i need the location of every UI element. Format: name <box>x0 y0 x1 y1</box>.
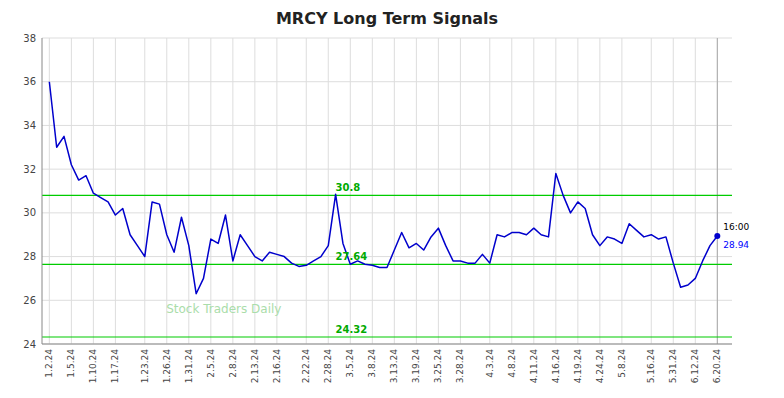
x-grid-line <box>489 38 490 344</box>
x-tick-label: 4.24.24 <box>595 349 605 384</box>
x-axis <box>42 344 732 345</box>
y-grid-line <box>42 344 732 345</box>
signal-line <box>42 264 732 265</box>
x-tick-label: 6.20.24 <box>712 349 722 384</box>
x-tick-label: 4.3.24 <box>485 349 495 378</box>
x-tick-label: 2.16.24 <box>272 349 282 384</box>
x-grid-line <box>328 38 329 344</box>
x-tick-label: 2.28.24 <box>323 349 333 384</box>
last-point-line <box>717 38 718 344</box>
x-grid-line <box>372 38 373 344</box>
y-tick-label: 24 <box>23 339 36 350</box>
x-tick-label: 1.31.24 <box>184 349 194 384</box>
x-grid-line <box>276 38 277 344</box>
x-grid-line <box>416 38 417 344</box>
y-tick-label: 30 <box>23 207 36 218</box>
x-tick-label: 5.31.24 <box>668 349 678 384</box>
x-grid-line <box>651 38 652 344</box>
y-tick-label: 36 <box>23 76 36 87</box>
y-grid-line <box>42 125 732 126</box>
x-grid-line <box>577 38 578 344</box>
x-tick-label: 2.8.24 <box>228 349 238 378</box>
x-tick-label: 1.26.24 <box>162 349 172 384</box>
x-tick-label: 2.13.24 <box>250 349 260 384</box>
x-grid-line <box>438 38 439 344</box>
x-tick-label: 3.25.24 <box>433 349 443 384</box>
x-grid-line <box>673 38 674 344</box>
x-tick-label: 3.5.24 <box>345 349 355 378</box>
x-grid-line <box>555 38 556 344</box>
x-grid-line <box>115 38 116 344</box>
y-grid-line <box>42 38 732 39</box>
x-grid-line <box>306 38 307 344</box>
x-tick-label: 4.19.24 <box>573 349 583 384</box>
x-tick-label: 5.16.24 <box>646 349 656 384</box>
x-grid-line <box>599 38 600 344</box>
x-tick-label: 4.8.24 <box>507 349 517 378</box>
x-grid-line <box>254 38 255 344</box>
x-tick-label: 1.23.24 <box>140 349 150 384</box>
x-tick-label: 3.8.24 <box>367 349 377 378</box>
x-tick-label: 2.22.24 <box>301 349 311 384</box>
x-tick-label: 1.10.24 <box>88 349 98 384</box>
price-line <box>49 82 717 294</box>
watermark: Stock Traders Daily <box>166 302 281 316</box>
x-tick-label: 3.13.24 <box>389 349 399 384</box>
signal-label: 24.32 <box>336 324 368 335</box>
end-label: 16:00 <box>723 222 749 232</box>
x-grid-line <box>144 38 145 344</box>
y-grid-line <box>42 169 732 170</box>
grid <box>42 38 732 344</box>
y-grid-line <box>42 300 732 301</box>
x-grid-line <box>511 38 512 344</box>
y-tick-label: 32 <box>23 164 36 175</box>
x-grid-line <box>460 38 461 344</box>
x-tick-label: 3.19.24 <box>411 349 421 384</box>
x-grid-line <box>621 38 622 344</box>
signal-label: 27.64 <box>336 251 368 262</box>
y-tick-label: 34 <box>23 120 36 131</box>
x-grid-line <box>166 38 167 344</box>
signal-line <box>42 336 732 337</box>
x-tick-label: 1.5.24 <box>66 349 76 378</box>
x-tick-label: 5.8.24 <box>617 349 627 378</box>
x-tick-label: 2.5.24 <box>206 349 216 378</box>
x-grid-line <box>232 38 233 344</box>
x-tick-label: 1.17.24 <box>110 349 120 384</box>
chart: MRCY Long Term Signals 24 26 28 30 32 34 36 38 1.… <box>0 0 784 398</box>
x-tick-label: 4.11.24 <box>529 349 539 384</box>
y-tick-label: 26 <box>23 295 36 306</box>
x-grid-line <box>188 38 189 344</box>
x-tick-label: 3.28.24 <box>455 349 465 384</box>
signal-line <box>42 195 732 196</box>
x-tick-label: 1.2.24 <box>44 349 54 378</box>
x-grid-line <box>71 38 72 344</box>
x-grid-line <box>533 38 534 344</box>
x-grid-line <box>394 38 395 344</box>
y-grid-line <box>42 212 732 213</box>
x-grid-line <box>695 38 696 344</box>
x-tick-label: 6.12.24 <box>690 349 700 384</box>
plot-area <box>42 38 732 344</box>
signal-label: 30.8 <box>336 182 361 193</box>
end-label: 28.94 <box>723 240 749 250</box>
y-axis <box>42 38 43 344</box>
x-tick-label: 4.16.24 <box>551 349 561 384</box>
y-grid-line <box>42 81 732 82</box>
y-tick-label: 38 <box>23 33 36 44</box>
x-grid-line <box>717 38 718 344</box>
y-tick-label: 28 <box>23 251 36 262</box>
x-grid-line <box>210 38 211 344</box>
title: MRCY Long Term Signals <box>276 9 498 28</box>
last-point <box>714 233 720 239</box>
